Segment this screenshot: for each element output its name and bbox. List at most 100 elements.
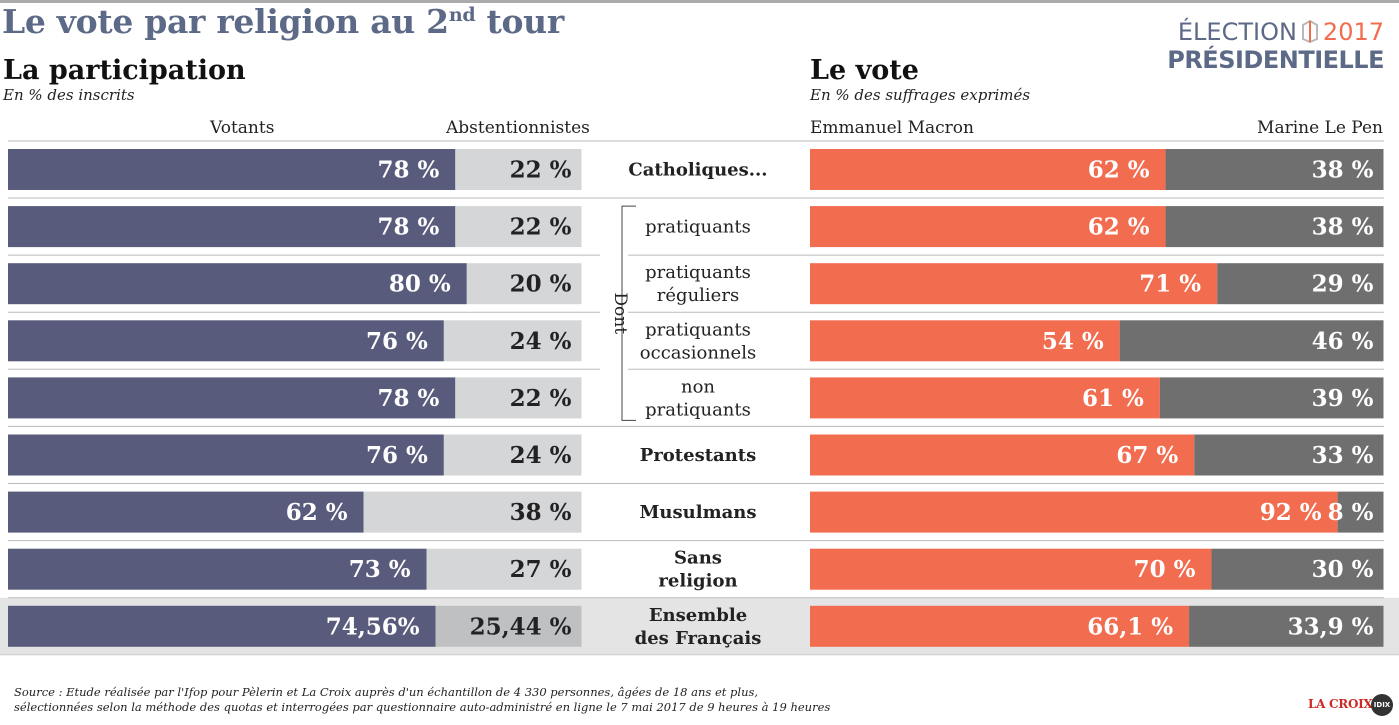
category-label-4: non [681,376,715,397]
right-label-5-a: 67 % [1116,442,1178,469]
vote-subtitle: En % des suffrages exprimés [810,86,1031,104]
right-bar-6-b [1337,491,1384,533]
left-bar-1-a [8,206,456,248]
left-label-5-b: 24 % [510,442,572,469]
right-bar-1-b [1165,206,1384,248]
category-label-6: Musulmans [640,502,757,523]
right-label-3-b: 46 % [1312,328,1374,355]
left-label-1-a: 78 % [377,214,439,241]
left-bar-3-a [8,320,444,362]
abstention-column-label: Abstentionnistes [446,118,590,138]
left-label-0-b: 22 % [510,157,572,184]
right-bar-3-b [1119,320,1384,362]
right-label-0-b: 38 % [1312,157,1374,184]
category-label-2: pratiquants [645,262,751,283]
ballot-box-icon [1301,19,1318,43]
brand-line-1: ÉLECTION 2017 [1177,18,1384,46]
left-bar-1-b [455,206,582,248]
category-label-8: Ensemble [649,605,747,626]
right-bar-2-b [1217,263,1384,305]
left-label-4-b: 22 % [510,385,572,412]
right-bar-8-a [810,605,1190,647]
votants-column-label: Votants [210,118,275,138]
right-bar-7-b [1211,548,1384,590]
right-label-4-a: 61 % [1082,385,1144,412]
left-label-4-a: 78 % [377,385,439,412]
category-label-3: pratiquants [645,319,751,340]
category-label-3: occasionnels [640,342,756,363]
right-bar-2-a [810,263,1218,305]
left-label-3-b: 24 % [510,328,572,355]
left-label-3-a: 76 % [366,328,428,355]
right-label-7-b: 30 % [1312,556,1374,583]
lepen-column-label: Marine Le Pen [1257,118,1383,138]
left-label-2-b: 20 % [510,271,572,298]
category-label-0: Catholiques... [628,160,767,181]
top-rule [0,0,1399,3]
right-bar-3-a [810,320,1120,362]
right-label-2-a: 71 % [1139,271,1201,298]
right-label-1-a: 62 % [1088,214,1150,241]
left-bar-8-a [8,605,436,647]
category-label-7: Sans [674,548,722,569]
brand-line-2: PRÉSIDENTIELLE [1167,46,1384,74]
left-bar-7-b [426,548,582,590]
right-label-8-b: 33,9 % [1288,613,1374,640]
right-label-4-b: 39 % [1312,385,1374,412]
left-bar-4-a [8,377,456,419]
idix-badge: IDIX [1371,694,1393,716]
left-label-7-b: 27 % [510,556,572,583]
right-bar-7-a [810,548,1212,590]
right-bar-4-a [810,377,1160,419]
la-croix-logo: LA CROIX [1308,697,1373,711]
left-bar-8-b [435,605,582,647]
category-label-1: pratiquants [645,217,751,238]
category-label-7: religion [658,571,737,592]
right-label-6-a: 92 % [1260,499,1322,526]
category-label-8: des Français [635,628,762,649]
left-label-1-b: 22 % [510,214,572,241]
religion-vote-chart: Dont 78 % 22 % 78 % 22 % 80 % 20 % 76 % 24 % 78 %… [0,140,1399,656]
left-bar-6-b [363,491,582,533]
left-label-6-a: 62 % [286,499,348,526]
left-bar-2-a [8,263,467,305]
left-label-8-b: 25,44 % [470,613,572,640]
category-label-4: pratiquants [645,399,751,420]
left-label-5-a: 76 % [366,442,428,469]
right-label-5-b: 33 % [1312,442,1374,469]
right-bar-0-a [810,149,1166,190]
page-title: Le vote par religion au 2nd tour [2,2,564,41]
participation-subtitle: En % des inscrits [3,86,135,104]
source-line-1: Source : Etude réalisée par l'Ifop pour … [14,685,759,699]
right-bar-6-a [810,491,1338,533]
right-label-1-b: 38 % [1312,214,1374,241]
dont-label: Dont [610,292,630,334]
left-bar-0-b [455,149,582,190]
right-label-0-a: 62 % [1088,157,1150,184]
left-label-7-a: 73 % [349,556,411,583]
right-label-3-a: 54 % [1042,328,1104,355]
right-bar-5-a [810,434,1195,476]
left-label-6-b: 38 % [510,499,572,526]
source-line-2: sélectionnées selon la méthode des quota… [14,700,831,714]
right-label-2-b: 29 % [1312,271,1374,298]
election-brand: ÉLECTION 2017 PRÉSIDENTIELLE [1150,18,1384,78]
category-label-2: réguliers [657,285,739,306]
right-label-8-a: 66,1 % [1087,613,1173,640]
right-bar-0-b [1165,149,1384,190]
right-bar-4-b [1159,377,1384,419]
left-bar-2-b [466,263,582,305]
left-bar-6-a [8,491,364,533]
left-label-0-a: 78 % [377,157,439,184]
right-bar-1-a [810,206,1166,248]
right-bar-5-b [1194,434,1384,476]
left-bar-5-b [443,434,582,476]
vote-title: Le vote [810,55,919,86]
source-note: Source : Etude réalisée par l'Ifop pour … [14,685,830,715]
left-label-2-a: 80 % [389,271,451,298]
macron-column-label: Emmanuel Macron [810,118,974,138]
category-label-5: Protestants [640,445,756,466]
left-bar-7-a [8,548,427,590]
right-bar-8-b [1189,605,1384,647]
left-bar-4-b [455,377,582,419]
